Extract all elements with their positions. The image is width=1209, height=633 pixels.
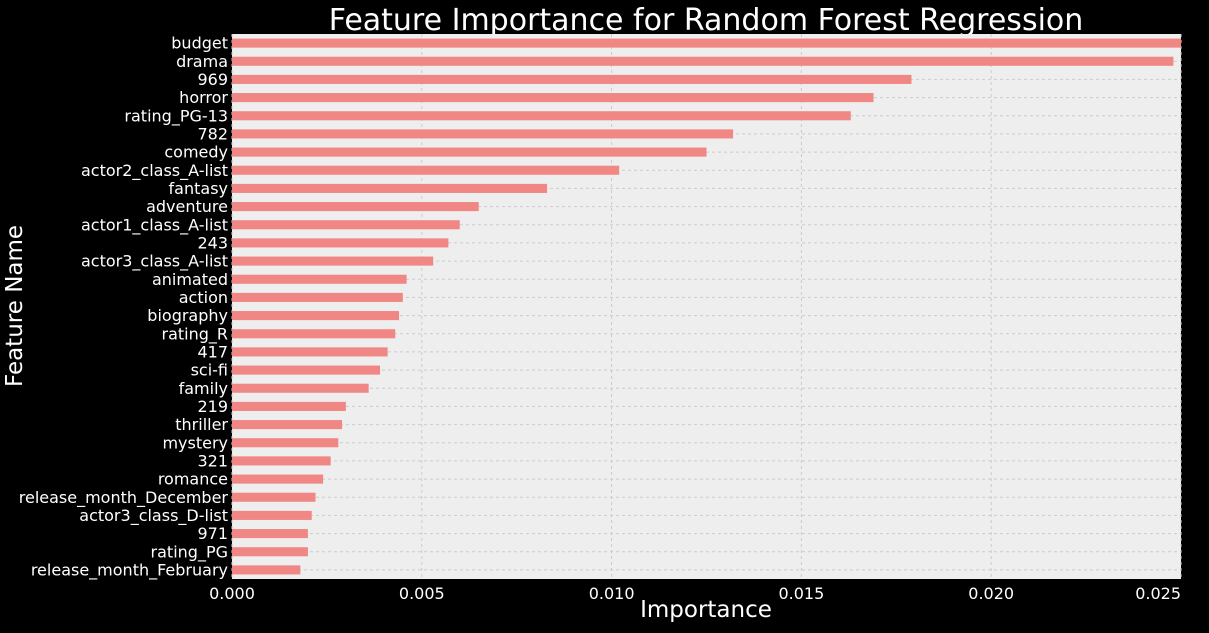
bar	[232, 183, 548, 193]
y-tick-label: fantasy	[169, 179, 228, 198]
x-tick-label: 0.000	[209, 584, 255, 603]
y-tick-label: actor1_class_A-list	[81, 215, 228, 235]
bar	[232, 129, 734, 139]
y-tick-label: 782	[197, 124, 228, 143]
bar	[232, 365, 381, 375]
bar	[232, 202, 479, 212]
x-tick-label: 0.010	[589, 584, 635, 603]
y-tick-label: rating_R	[161, 324, 228, 344]
y-tick-label: 969	[197, 70, 228, 89]
y-tick-label: release_month_February	[31, 560, 228, 580]
y-tick-label: budget	[171, 34, 228, 53]
bar	[232, 529, 308, 539]
y-tick-label: release_month_December	[19, 488, 229, 508]
x-axis-title: Importance	[640, 597, 772, 623]
y-tick-label: horror	[179, 88, 228, 107]
bar	[232, 38, 1181, 48]
bar	[232, 74, 912, 84]
x-tick-label: 0.015	[778, 584, 824, 603]
bar	[232, 565, 301, 575]
y-tick-label: family	[179, 379, 228, 398]
y-tick-label: biography	[147, 306, 228, 325]
bar	[232, 329, 396, 339]
chart-title: Feature Importance for Random Forest Reg…	[329, 3, 1084, 38]
y-axis-title: Feature Name	[2, 225, 28, 387]
bar	[232, 220, 460, 230]
bar	[232, 238, 449, 248]
bar	[232, 292, 403, 302]
y-tick-label: adventure	[146, 197, 228, 216]
bar	[232, 347, 388, 357]
bar	[232, 165, 620, 175]
bar	[232, 456, 331, 466]
bar	[232, 383, 369, 393]
y-tick-label: sci-fi	[191, 361, 228, 380]
bar	[232, 547, 308, 557]
x-tick-label: 0.020	[968, 584, 1014, 603]
x-tick-labels: 0.000 0.005 0.010 0.015 0.020 0.025	[209, 584, 1181, 603]
y-tick-label: 971	[197, 524, 228, 543]
bar	[232, 93, 874, 103]
y-tick-label: drama	[176, 52, 228, 71]
bar	[232, 420, 343, 430]
bar	[232, 274, 407, 284]
bars	[232, 38, 1181, 575]
bar	[232, 401, 346, 411]
y-tick-label: 417	[197, 342, 228, 361]
bar	[232, 492, 316, 502]
bar	[232, 147, 707, 157]
y-tick-label: 243	[197, 233, 228, 252]
bar	[232, 256, 434, 266]
y-tick-label: actor3_class_A-list	[81, 252, 228, 272]
y-tick-label: thriller	[175, 415, 228, 434]
plot-area	[232, 34, 1181, 579]
y-tick-label: action	[179, 288, 228, 307]
y-tick-label: actor3_class_D-list	[79, 506, 228, 526]
bar	[232, 438, 339, 448]
x-tick-label: 0.025	[1135, 584, 1181, 603]
bar	[232, 510, 312, 520]
y-tick-label: actor2_class_A-list	[81, 161, 228, 181]
y-tick-label: rating_PG	[151, 542, 228, 562]
y-tick-label: rating_PG-13	[124, 106, 228, 126]
bar	[232, 111, 851, 121]
y-tick-labels: budgetdrama969horrorrating_PG-13782comed…	[19, 34, 229, 581]
bar	[232, 474, 324, 484]
y-tick-label: comedy	[164, 143, 228, 162]
y-tick-label: mystery	[162, 433, 228, 452]
y-tick-label: romance	[158, 470, 228, 489]
y-tick-label: 219	[197, 397, 228, 416]
y-tick-label: animated	[152, 270, 228, 289]
y-tick-label: 321	[197, 451, 228, 470]
bar	[232, 56, 1174, 66]
x-tick-label: 0.005	[399, 584, 445, 603]
bar	[232, 311, 400, 321]
